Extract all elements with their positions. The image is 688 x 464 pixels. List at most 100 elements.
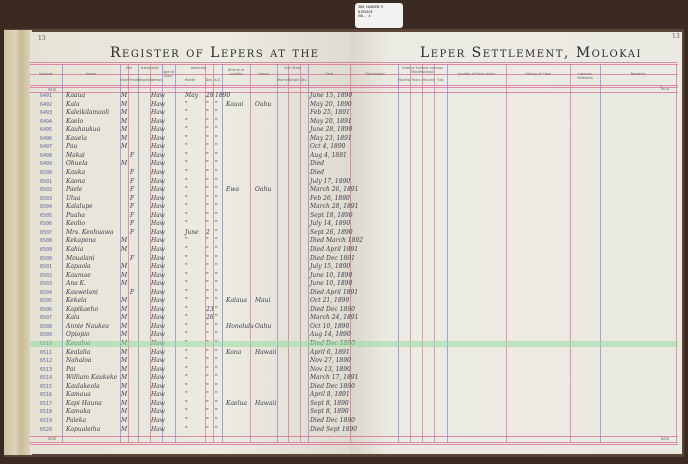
row-date: Died <box>310 168 325 176</box>
row-nationality: Haw <box>151 408 165 416</box>
row-admitted-year: 1890 <box>215 92 231 99</box>
header-month: Month <box>184 78 196 82</box>
vertical-rule <box>600 64 601 442</box>
row-date: Sept 26, 1890 <box>310 228 353 236</box>
row-admitted-day: " <box>206 194 209 202</box>
vertical-rule <box>570 64 571 442</box>
row-admitted-year: " <box>215 263 218 270</box>
header-male: Male <box>120 78 129 82</box>
row-sex: M <box>121 348 128 356</box>
row-nationality: Haw <box>151 245 165 253</box>
header-island: Island <box>258 72 269 76</box>
row-admitted-day: " <box>206 382 209 390</box>
row-date: Died April 1891 <box>310 245 359 253</box>
header-sex: Sex <box>125 66 133 70</box>
row-number: 6503 <box>40 195 53 202</box>
row-nationality: Haw <box>151 109 165 117</box>
row-nationality: Haw <box>151 220 165 228</box>
row-date: Died Sept 1890 <box>310 425 358 433</box>
row-number: 6506 <box>40 221 53 228</box>
page-number-right: 13 <box>672 33 680 40</box>
row-admitted-day: 26 <box>206 314 214 322</box>
table-row: 6507 Kala M Haw " 26 " March 24, 1891 <box>0 314 688 322</box>
row-number: 6500 <box>40 169 53 176</box>
row-admitted-day: " <box>206 288 209 296</box>
vertical-rule <box>150 64 151 442</box>
horizontal-rule <box>30 444 678 445</box>
header-single: Single <box>288 78 300 82</box>
row-admitted-day: " <box>206 109 209 117</box>
table-row: 6495 Kauhaukua M Haw " " " June 28, 1890 <box>0 126 688 134</box>
table-row: 6517 Kapi Hauna M Haw " " " Kaelua Hawaii Sept 8,… <box>0 400 688 408</box>
row-admitted-year: " <box>215 391 218 399</box>
row-sex: M <box>121 357 128 365</box>
row-date: July 14, 1890 <box>310 220 351 228</box>
row-admitted-year: " <box>215 280 218 288</box>
row-admitted-day: " <box>206 220 209 228</box>
header-admitted: Admitted <box>190 66 207 70</box>
row-name: Makai <box>66 151 85 159</box>
vertical-rule <box>506 64 507 442</box>
row-admitted-month: " <box>185 374 188 382</box>
row-date: Died Dec 1890 <box>310 382 355 390</box>
row-sex: M <box>121 416 128 424</box>
table-row: 6501 Kaona F Haw " " " July 17, 1890 <box>0 178 688 186</box>
tag-line: 360 HANSEN'S <box>358 5 384 9</box>
row-sex: M <box>121 160 128 168</box>
row-island: Maui <box>255 297 271 305</box>
vertical-rule <box>138 64 139 442</box>
row-admitted-year: " <box>215 348 218 356</box>
header-married: Married <box>277 78 290 82</box>
table-row: 6516 Kamaua M Haw " " " April 8, 1891 <box>0 391 688 399</box>
row-name: Kapikaeho <box>66 305 99 313</box>
row-admitted-day: " <box>206 322 209 330</box>
row-date: Died Dec 1891 <box>310 254 355 262</box>
row-admitted-day: " <box>206 117 209 125</box>
row-sex: F <box>130 151 135 159</box>
row-island: Hawaii <box>255 399 277 407</box>
row-name: Annie Naukea <box>66 322 109 330</box>
right-page <box>350 32 682 454</box>
row-admitted-year: " <box>215 305 218 313</box>
row-admitted-day: " <box>206 160 209 168</box>
row-number: 6508 <box>40 323 53 330</box>
row-name: Opiopio <box>66 331 90 339</box>
table-row: 6506 Keolio F Haw " " " July 14, 1890 <box>0 220 688 228</box>
row-nationality: Haw <box>151 314 165 322</box>
row-name: Kaumae <box>66 271 91 279</box>
row-number: 6520 <box>40 426 53 433</box>
header-age: Age at Adm. <box>162 70 175 78</box>
row-sex: M <box>121 143 128 151</box>
row-nationality: Haw <box>151 425 165 433</box>
row-name: Nahaloa <box>66 357 92 365</box>
row-admitted-year: " <box>215 254 218 262</box>
row-admitted-year: " <box>215 237 218 245</box>
row-nationality: Haw <box>151 322 165 330</box>
table-row: 6492 Kala M Haw " " " Kauai Oahu May 20, 1890 <box>0 101 688 109</box>
row-admitted-month: " <box>185 416 188 424</box>
row-admitted-year: " <box>215 186 218 194</box>
row-number: 6507 <box>40 315 53 322</box>
row-name: Kaaua <box>66 92 86 99</box>
row-admitted-year: " <box>215 109 218 117</box>
row-admitted-year: " <box>215 160 218 168</box>
row-date: Nov 27, 1890 <box>310 357 351 365</box>
row-date: Oct 10, 1890 <box>310 322 350 330</box>
row-admitted-day: " <box>206 391 209 399</box>
row-admitted-month: " <box>185 220 188 228</box>
row-name: Kahia <box>66 245 84 253</box>
row-date: May 20, 1890 <box>310 100 352 108</box>
row-nationality: Haw <box>151 357 165 365</box>
row-nationality: Haw <box>151 305 165 313</box>
row-sex: M <box>121 374 128 382</box>
row-nationality: Haw <box>151 143 165 151</box>
row-name: Kaleikilamaoli <box>66 109 110 117</box>
row-admitted-day: " <box>206 263 209 270</box>
row-admitted-day: " <box>206 177 209 185</box>
row-district: Ewa <box>226 186 240 194</box>
row-number: 6507 <box>40 229 53 236</box>
row-nationality: Haw <box>151 374 165 382</box>
row-admitted-day: 2 <box>206 228 210 236</box>
vertical-rule <box>213 64 214 442</box>
row-admitted-year: " <box>215 151 218 159</box>
